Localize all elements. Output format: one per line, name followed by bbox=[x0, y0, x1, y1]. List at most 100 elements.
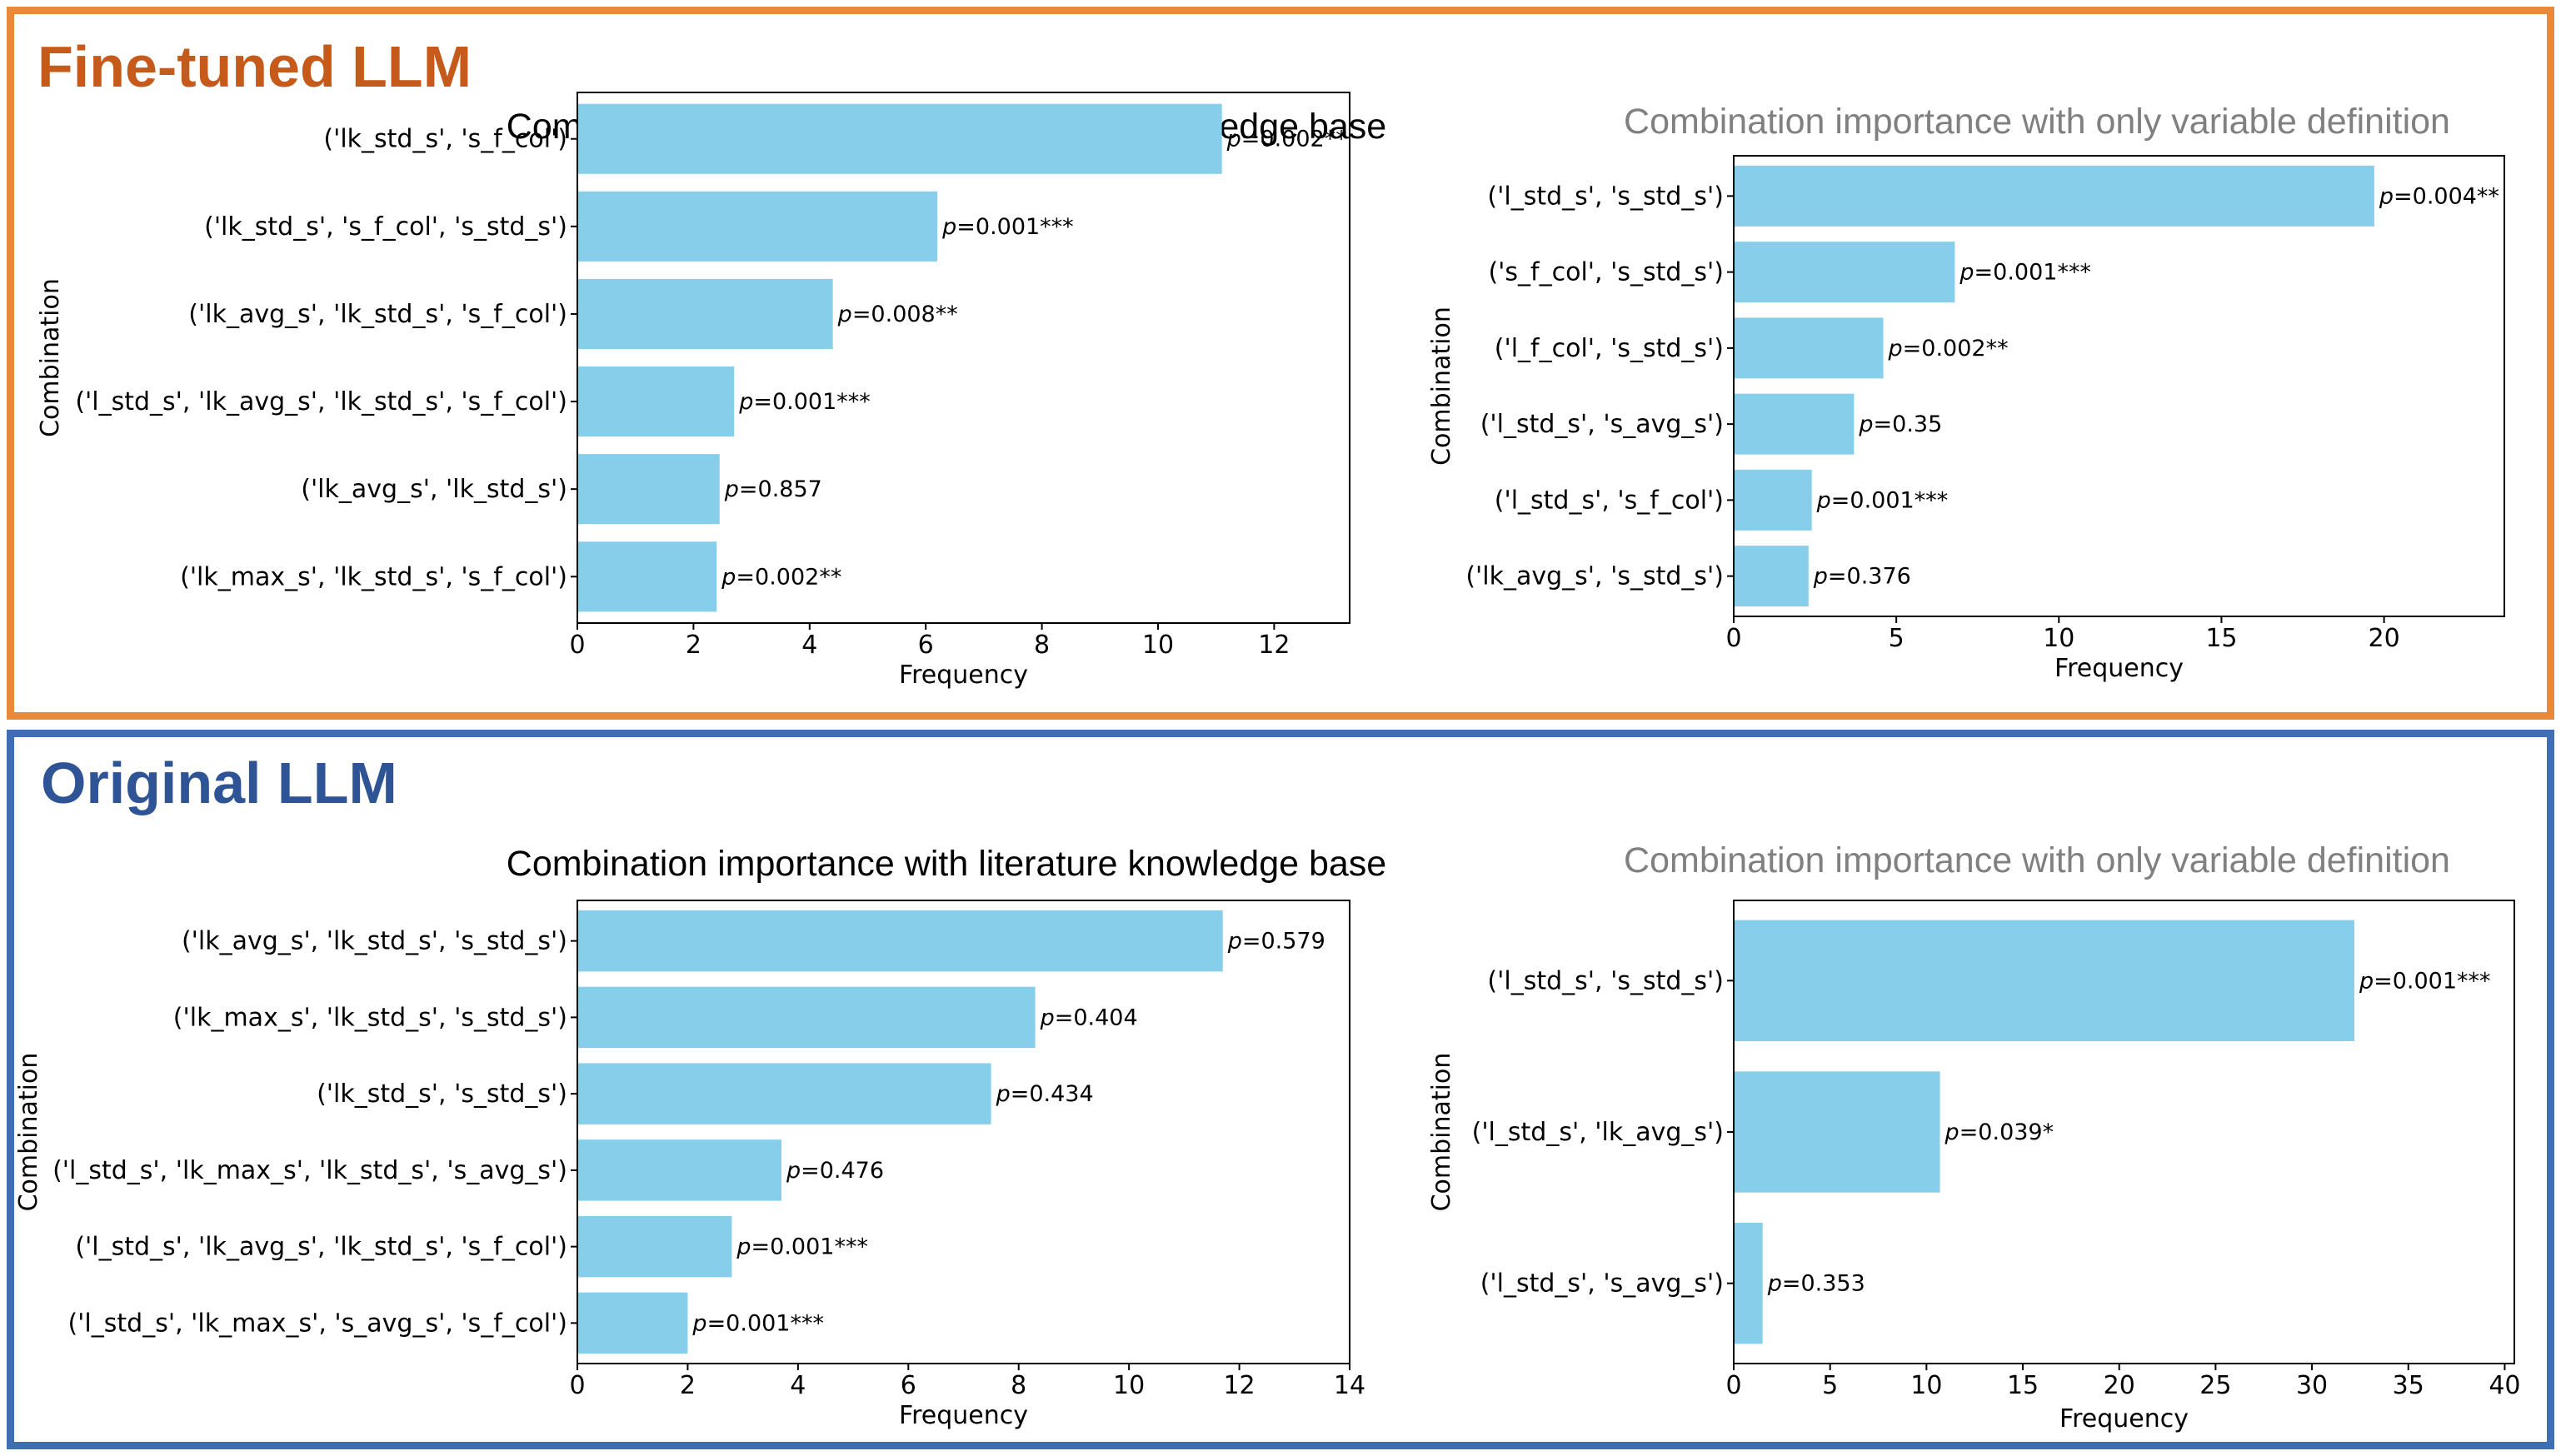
x-tick-label: 6 bbox=[918, 631, 934, 660]
x-tick-label: 10 bbox=[1113, 1371, 1145, 1400]
category-label: ('lk_max_s', 'lk_std_s', 's_std_s') bbox=[173, 1003, 567, 1032]
axes-frame bbox=[1733, 155, 2505, 617]
x-tick-label: 12 bbox=[1223, 1371, 1255, 1400]
category-label: ('lk_avg_s', 'lk_std_s', 's_f_col') bbox=[188, 300, 567, 329]
x-tick-label: 2 bbox=[686, 631, 701, 660]
axes-frame bbox=[577, 900, 1350, 1364]
y-axis-label: Combination bbox=[36, 278, 65, 437]
panel-finetuned: Fine-tuned LLM bbox=[7, 7, 2554, 720]
p-value-label: p=0.002** bbox=[721, 564, 841, 590]
x-tick-label: 30 bbox=[2296, 1371, 2328, 1400]
p-value-label: p=0.579 bbox=[1227, 929, 1325, 955]
category-label: ('lk_std_s', 's_f_col') bbox=[323, 125, 567, 154]
x-tick-label: 6 bbox=[901, 1371, 916, 1400]
p-value-label: p=0.002** bbox=[1888, 336, 2009, 362]
x-tick-label: 40 bbox=[2489, 1371, 2520, 1400]
bar bbox=[577, 1063, 991, 1124]
x-tick-label: 0 bbox=[569, 1371, 585, 1400]
p-value-label: p=0.376 bbox=[1813, 564, 1911, 590]
category-label: ('lk_std_s', 's_f_col', 's_std_s') bbox=[204, 212, 567, 242]
category-label: ('lk_avg_s', 's_std_s') bbox=[1465, 562, 1724, 591]
x-tick-label: 0 bbox=[1725, 624, 1741, 653]
axes-frame bbox=[1733, 900, 2515, 1364]
p-value-label: p=0.001*** bbox=[941, 214, 1074, 240]
p-value-label: p=0.353 bbox=[1767, 1271, 1865, 1297]
p-value-label: p=0.039* bbox=[1944, 1119, 2054, 1145]
bar bbox=[577, 366, 735, 437]
x-tick-label: 2 bbox=[680, 1371, 696, 1400]
category-label: ('l_std_s', 'lk_avg_s', 'lk_std_s', 's_f… bbox=[75, 387, 567, 416]
chart-1: Combination importance with only variabl… bbox=[1427, 102, 2505, 683]
bar bbox=[577, 541, 717, 612]
bar bbox=[1734, 546, 1809, 607]
p-value-label: p=0.001*** bbox=[2359, 968, 2491, 994]
x-tick-label: 4 bbox=[790, 1371, 806, 1400]
p-value-label: p=0.476 bbox=[786, 1158, 884, 1184]
p-value-label: p=0.001*** bbox=[1959, 260, 2091, 286]
x-tick-label: 8 bbox=[1034, 631, 1050, 660]
bar bbox=[577, 103, 1222, 174]
chart-title: Combination importance with only variabl… bbox=[1624, 102, 2450, 142]
x-tick-label: 10 bbox=[1142, 631, 1174, 660]
p-value-label: p=0.404 bbox=[1040, 1005, 1138, 1030]
chart-0: Combination importance with literature k… bbox=[36, 92, 1386, 690]
x-tick-label: 20 bbox=[2104, 1371, 2135, 1400]
bar bbox=[1734, 165, 2374, 227]
bar bbox=[1734, 242, 1955, 303]
bar bbox=[577, 1139, 781, 1201]
x-tick-label: 35 bbox=[2393, 1371, 2424, 1400]
chart-3: Combination importance with only variabl… bbox=[1427, 840, 2521, 1434]
bar bbox=[577, 278, 833, 349]
x-tick-label: 5 bbox=[1889, 624, 1905, 653]
bar bbox=[1734, 920, 2354, 1041]
category-label: ('l_f_col', 's_std_s') bbox=[1495, 334, 1724, 363]
x-tick-label: 10 bbox=[1910, 1371, 1942, 1400]
bar bbox=[1734, 469, 1812, 531]
bar bbox=[577, 986, 1036, 1049]
chart-title: Combination importance with only variabl… bbox=[1624, 840, 2450, 880]
x-axis-label: Frequency bbox=[899, 1401, 1028, 1430]
x-tick-label: 4 bbox=[801, 631, 817, 660]
p-value-label: p=0.35 bbox=[1858, 411, 1942, 437]
panel-title-original: Original LLM bbox=[41, 750, 397, 815]
x-tick-label: 15 bbox=[2007, 1371, 2039, 1400]
p-value-label: p=0.002** bbox=[1226, 127, 1347, 152]
p-value-label: p=0.001*** bbox=[736, 1234, 868, 1260]
p-value-label: p=0.001*** bbox=[738, 389, 871, 415]
panel-original: Original LLM bbox=[7, 730, 2554, 1449]
x-tick-label: 12 bbox=[1258, 631, 1290, 660]
category-label: ('l_std_s', 's_avg_s') bbox=[1480, 410, 1724, 439]
category-label: ('lk_max_s', 'lk_std_s', 's_f_col') bbox=[180, 562, 567, 591]
x-axis-label: Frequency bbox=[2059, 1404, 2189, 1434]
bar bbox=[1734, 317, 1884, 379]
category-label: ('l_std_s', 'lk_max_s', 's_avg_s', 's_f_… bbox=[67, 1309, 567, 1338]
axes-frame bbox=[577, 92, 1350, 624]
category-label: ('s_f_col', 's_std_s') bbox=[1488, 258, 1724, 287]
category-label: ('l_std_s', 'lk_avg_s', 'lk_std_s', 's_f… bbox=[75, 1233, 567, 1262]
chart-2: Combination importance with literature k… bbox=[14, 844, 1386, 1430]
y-axis-label: Combination bbox=[1427, 1053, 1456, 1212]
category-label: ('l_std_s', 's_avg_s') bbox=[1480, 1269, 1724, 1299]
bar bbox=[577, 1215, 732, 1278]
x-tick-label: 8 bbox=[1011, 1371, 1026, 1400]
y-axis-label: Combination bbox=[14, 1053, 43, 1212]
bar bbox=[577, 191, 938, 262]
category-label: ('l_std_s', 's_f_col') bbox=[1495, 486, 1724, 515]
p-value-label: p=0.004** bbox=[2379, 183, 2499, 209]
p-value-label: p=0.434 bbox=[996, 1081, 1094, 1107]
x-tick-label: 15 bbox=[2205, 624, 2237, 653]
x-tick-label: 10 bbox=[2043, 624, 2074, 653]
category-label: ('lk_avg_s', 'lk_std_s', 's_std_s') bbox=[182, 927, 567, 956]
p-value-label: p=0.857 bbox=[724, 476, 822, 502]
category-label: ('l_std_s', 's_std_s') bbox=[1487, 182, 1724, 211]
p-value-label: p=0.001*** bbox=[691, 1310, 824, 1336]
category-label: ('lk_avg_s', 'lk_std_s') bbox=[301, 475, 567, 504]
category-label: ('l_std_s', 's_std_s') bbox=[1487, 966, 1724, 995]
x-tick-label: 25 bbox=[2199, 1371, 2231, 1400]
y-axis-label: Combination bbox=[1427, 307, 1456, 466]
category-label: ('lk_std_s', 's_std_s') bbox=[317, 1080, 567, 1109]
x-tick-label: 0 bbox=[569, 631, 585, 660]
x-tick-label: 0 bbox=[1725, 1371, 1741, 1400]
p-value-label: p=0.008** bbox=[837, 302, 958, 327]
